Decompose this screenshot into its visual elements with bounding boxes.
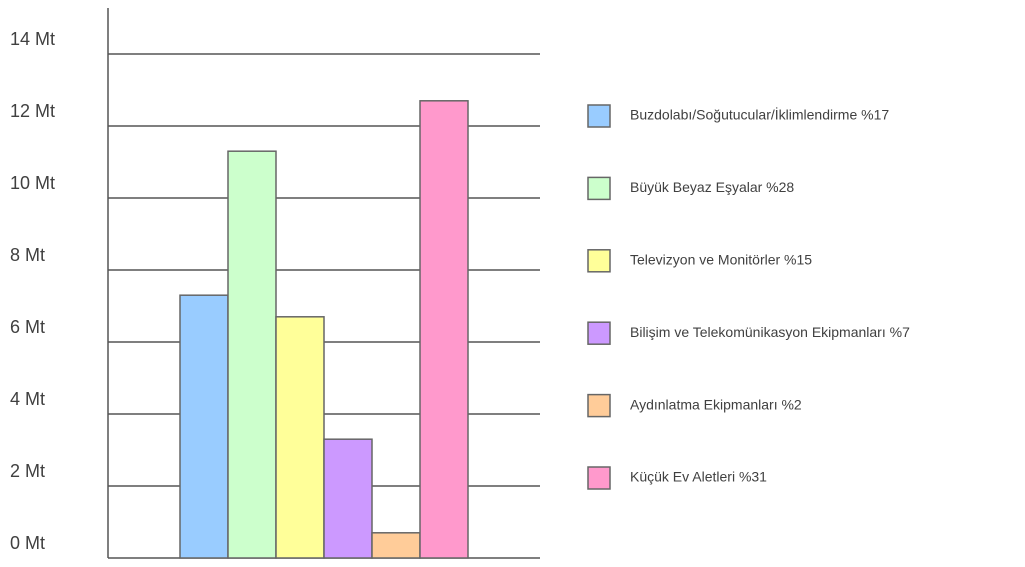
bar (227, 150, 277, 559)
bar (179, 294, 229, 559)
legend-swatch (587, 321, 611, 345)
y-tick-label: 0 Mt (10, 533, 45, 553)
legend-label: Aydınlatma Ekipmanları %2 (630, 396, 802, 412)
y-tick-label: 6 Mt (10, 317, 45, 337)
legend-swatch (587, 104, 611, 128)
y-tick-label: 4 Mt (10, 389, 45, 409)
y-tick-label: 2 Mt (10, 461, 45, 481)
legend-label: Büyük Beyaz Eşyalar %28 (630, 179, 794, 195)
bar (275, 316, 325, 559)
legend-label: Televizyon ve Monitörler %15 (630, 252, 812, 268)
y-tick-label: 14 Mt (10, 29, 55, 49)
legend-swatch (587, 466, 611, 490)
y-tick-label: 12 Mt (10, 101, 55, 121)
legend-swatch (587, 249, 611, 273)
bar (371, 532, 421, 559)
legend-label: Buzdolabı/Soğutucular/İklimlendirme %17 (630, 106, 889, 123)
y-tick-label: 10 Mt (10, 173, 55, 193)
bar (419, 100, 469, 559)
legend-label: Bilişim ve Telekomünikasyon Ekipmanları … (630, 324, 910, 340)
y-tick-label: 8 Mt (10, 245, 45, 265)
bar (323, 438, 373, 559)
legend-swatch (587, 393, 611, 418)
legend-label: Küçük Ev Aletleri %31 (630, 469, 767, 485)
legend-swatch (587, 176, 611, 201)
